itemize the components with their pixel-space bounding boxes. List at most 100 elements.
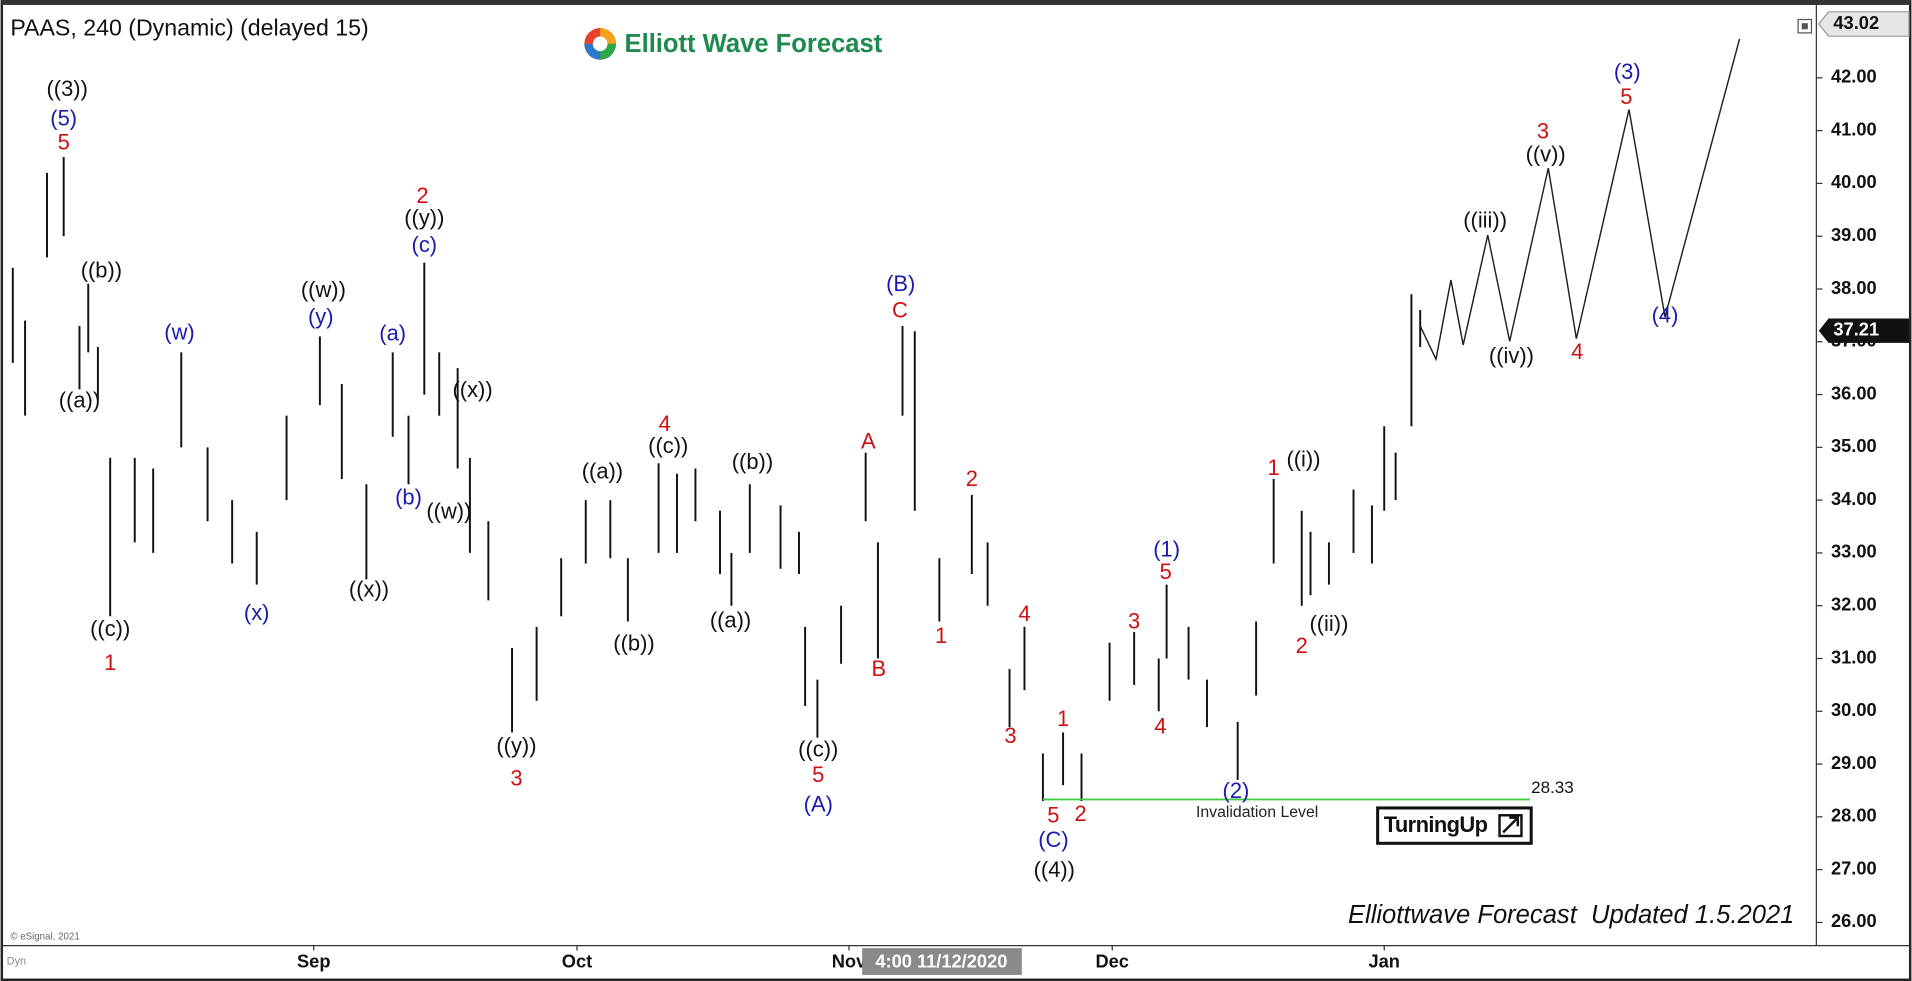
- wave-label: 4: [1154, 713, 1166, 738]
- wave-label: (5): [50, 105, 77, 130]
- turning-up-badge: TurningUp: [1376, 806, 1533, 845]
- x-tick-label: Jan: [1368, 951, 1399, 972]
- wave-label: ((c)): [648, 433, 688, 458]
- wave-label: (4): [1652, 303, 1679, 328]
- wave-label: (a): [379, 321, 406, 346]
- wave-label: 1: [1057, 706, 1069, 731]
- wave-label: ((y)): [404, 205, 444, 230]
- wave-label: 1: [104, 650, 116, 675]
- wave-label: ((a)): [59, 388, 100, 413]
- wave-label: (3): [1614, 59, 1641, 84]
- y-tick-label: 30.00: [1831, 699, 1877, 720]
- logo-text: Elliott Wave Forecast: [625, 30, 883, 58]
- y-tick-label: 26.00: [1831, 910, 1877, 931]
- high-price-label: 43.02: [1833, 12, 1879, 33]
- wave-label: (c): [412, 232, 438, 257]
- wave-label: 3: [1537, 119, 1549, 144]
- window-icon-inner: [1801, 23, 1808, 30]
- chart-title: PAAS, 240 (Dynamic) (delayed 15): [10, 14, 368, 40]
- wave-label: (x): [244, 600, 270, 625]
- wave-label: ((w)): [426, 499, 471, 524]
- logo-icon-center: [592, 36, 608, 52]
- wave-label: ((x)): [349, 577, 389, 602]
- crosshair-time-label: 4:00 11/12/2020: [875, 951, 1007, 972]
- y-tick-label: 40.00: [1831, 171, 1877, 192]
- wave-label: C: [892, 297, 908, 322]
- badge-icon: [1498, 814, 1523, 838]
- wave-label: (C): [1038, 827, 1068, 852]
- wave-label: ((3)): [46, 76, 87, 101]
- wave-label: 5: [1620, 84, 1632, 109]
- wave-label: 3: [510, 766, 522, 791]
- y-tick-label: 29.00: [1831, 752, 1877, 773]
- wave-label: 4: [1571, 339, 1583, 364]
- wave-label: (b): [395, 484, 422, 509]
- y-tick-label: 31.00: [1831, 646, 1877, 667]
- y-tick-label: 28.00: [1831, 805, 1877, 826]
- wave-label: 1: [935, 623, 947, 648]
- copyright: © eSignal, 2021: [10, 932, 79, 943]
- corner-label: Dyn: [7, 955, 26, 967]
- crosshair-time-box: [862, 948, 1022, 975]
- y-tick-label: 27.00: [1831, 857, 1877, 878]
- wave-label: (w): [164, 320, 194, 345]
- badge-arrow: [1502, 816, 1520, 834]
- x-tick-label: Dec: [1095, 951, 1129, 972]
- wave-label: ((x)): [452, 377, 492, 402]
- wave-label: 4: [1018, 601, 1030, 626]
- wave-label: ((b)): [81, 257, 122, 282]
- logo: Elliott Wave Forecast: [584, 28, 883, 60]
- wave-label: ((ii)): [1309, 611, 1348, 636]
- y-tick-label: 35.00: [1831, 435, 1877, 456]
- top-border: [0, 0, 1912, 5]
- wave-label: (2): [1223, 778, 1250, 803]
- last-price-tag: [1818, 318, 1909, 343]
- wave-label: ((iii)): [1463, 208, 1507, 233]
- wave-label: ((v)): [1526, 142, 1566, 167]
- wave-label: 4: [659, 411, 671, 436]
- badge-text: TurningUp: [1384, 812, 1488, 837]
- y-tick-label: 34.00: [1831, 488, 1877, 509]
- wave-label: A: [861, 428, 876, 453]
- y-tick-label: 32.00: [1831, 594, 1877, 615]
- invalidation-value: 28.33: [1531, 778, 1574, 797]
- wave-label: ((y)): [496, 733, 536, 758]
- wave-label: 1: [1268, 455, 1280, 480]
- wave-label: 2: [416, 183, 428, 208]
- y-tick-label: 33.00: [1831, 541, 1877, 562]
- wave-label: 3: [1004, 723, 1016, 748]
- wave-label: 5: [58, 130, 70, 155]
- badge-box: [1376, 806, 1533, 845]
- y-tick-label: 39.00: [1831, 224, 1877, 245]
- wave-label: ((a)): [582, 458, 623, 483]
- wave-label: 3: [1128, 608, 1140, 633]
- wave-label: ((a)): [710, 607, 751, 632]
- wave-label: 5: [1160, 559, 1172, 584]
- y-tick-label: 38.00: [1831, 277, 1877, 298]
- wave-label: 5: [812, 762, 824, 787]
- invalidation-label: Invalidation Level: [1196, 804, 1318, 821]
- wave-label: ((4)): [1034, 857, 1075, 882]
- wave-label: (A): [804, 792, 833, 817]
- wave-label: ((b)): [732, 449, 773, 474]
- y-tick-label: 42.00: [1831, 66, 1877, 87]
- wave-label: 5: [1047, 803, 1059, 828]
- crosshair-time: 4:00 11/12/2020: [862, 948, 1022, 975]
- wave-label: (y): [308, 304, 334, 329]
- wave-label: B: [872, 656, 887, 681]
- wave-label: ((c)): [798, 737, 838, 762]
- wave-label: 2: [966, 466, 978, 491]
- wave-label: ((c)): [90, 616, 130, 641]
- y-tick-label: 36.00: [1831, 382, 1877, 403]
- wave-label: ((iv)): [1489, 343, 1534, 368]
- footer-note: Elliottwave Forecast Updated 1.5.2021: [1348, 901, 1794, 929]
- wave-label: 2: [1075, 801, 1087, 826]
- projection-path: [1419, 38, 1741, 362]
- wave-label: ((b)): [613, 631, 654, 656]
- wave-label: ((i)): [1286, 446, 1320, 471]
- x-tick-label: Sep: [297, 951, 330, 972]
- wave-label: (B): [886, 271, 915, 296]
- wave-label: (1): [1153, 537, 1180, 562]
